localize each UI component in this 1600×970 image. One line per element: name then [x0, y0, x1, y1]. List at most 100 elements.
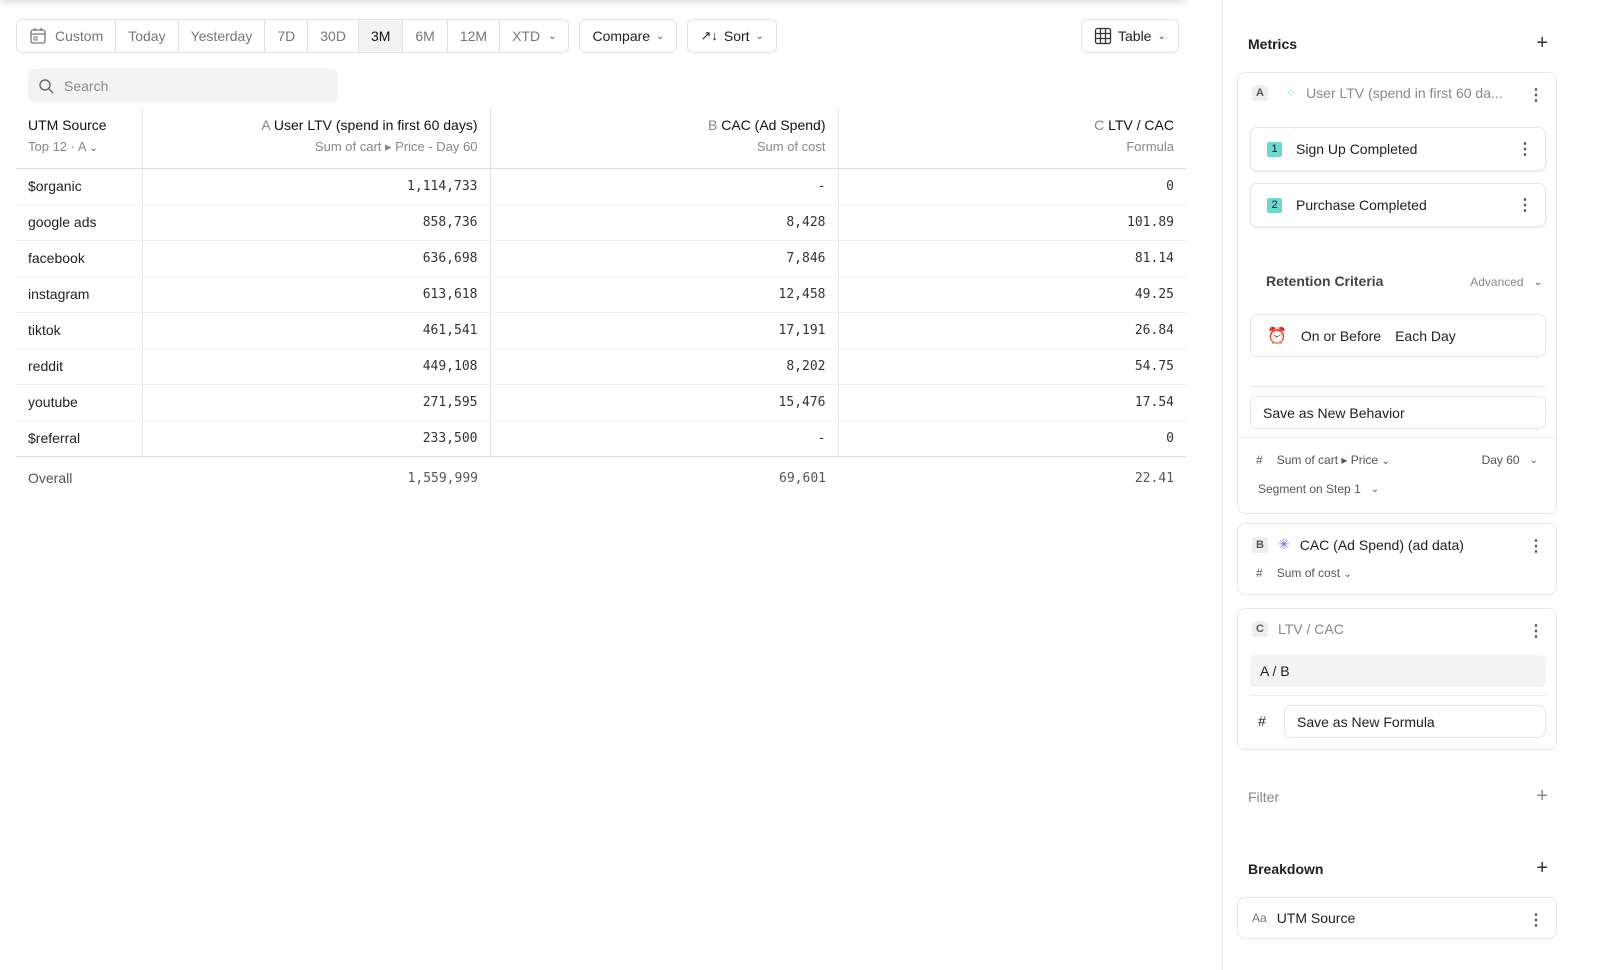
date-6m[interactable]: 6M — [403, 20, 448, 52]
segment-label: Segment on Step 1 — [1258, 482, 1361, 496]
numeric-icon: # — [1256, 453, 1263, 467]
row-label: google ads — [16, 204, 142, 241]
row-label: reddit — [16, 348, 142, 385]
date-xtd[interactable]: XTD ⌄ — [500, 20, 568, 52]
sort-icon: ↗↓ — [700, 28, 718, 43]
xtd-label: XTD — [512, 28, 541, 44]
measure-dropdown[interactable]: Sum of cost ⌄ — [1277, 566, 1352, 580]
metric-name[interactable]: CAC (Ad Spend) (ad data) — [1299, 536, 1464, 553]
chevron-down-icon: ⌄ — [1533, 276, 1542, 288]
retention-icon: ⁘ — [1286, 86, 1297, 100]
table-cell: 81.14 — [837, 240, 1186, 277]
filter-title: Filter — [1248, 789, 1280, 805]
chevron-down-icon: ⌄ — [89, 143, 98, 154]
metric-name[interactable]: User LTV (spend in first 60 da... — [1306, 85, 1503, 101]
table-cell: 636,698 — [141, 240, 490, 277]
table-cell: 54.75 — [837, 348, 1186, 385]
top-n-label: Top 12 · A — [28, 139, 86, 154]
search-input[interactable]: Search — [28, 69, 338, 102]
add-breakdown-icon[interactable]: + — [1536, 857, 1548, 879]
more-options-icon[interactable]: ⋮ — [1517, 141, 1533, 158]
view-label: Table — [1118, 28, 1152, 44]
column-header-b[interactable]: B CAC (Ad Spend) Sum of cost — [489, 107, 838, 169]
compare-label: Compare — [592, 28, 651, 44]
measure-dropdown[interactable]: Sum of cart ▸ Price ⌄ — [1277, 453, 1390, 467]
overall-label: Overall — [28, 470, 73, 487]
metric-card-b: B ✳ CAC (Ad Spend) (ad data) ⋮ # Sum of cos… — [1237, 523, 1557, 595]
table-row[interactable]: youtube 271,595 15,476 17.54 — [16, 384, 1186, 421]
column-title: User LTV (spend in first 60 days) — [273, 117, 478, 133]
segment-dropdown[interactable]: Segment on Step 1 ⌄ — [1258, 482, 1379, 496]
table-cell: 461,541 — [141, 312, 490, 349]
separator — [1250, 695, 1546, 696]
compare-button[interactable]: Compare ⌄ — [579, 19, 678, 53]
day-dropdown[interactable]: Day 60 ⌄ — [1482, 453, 1538, 467]
column-header-c[interactable]: C LTV / CAC Formula — [837, 107, 1186, 169]
search-placeholder: Search — [64, 77, 109, 94]
chevron-down-icon: ⌄ — [1529, 454, 1538, 466]
chevron-down-icon: ⌄ — [548, 30, 557, 42]
sort-button[interactable]: ↗↓ Sort ⌄ — [687, 19, 777, 53]
date-12m[interactable]: 12M — [448, 20, 501, 52]
table-row[interactable]: instagram 613,618 12,458 49.25 — [16, 276, 1186, 313]
table-cell: 8,428 — [489, 204, 838, 241]
column-letter: B — [707, 117, 718, 133]
numeric-icon: # — [1256, 566, 1263, 580]
column-title: UTM Source — [28, 117, 107, 133]
more-options-icon[interactable]: ⋮ — [1528, 912, 1544, 929]
more-options-icon[interactable]: ⋮ — [1528, 538, 1544, 555]
sort-label: Sort — [723, 28, 750, 44]
table-cell: 0 — [837, 420, 1186, 457]
metrics-title: Metrics — [1248, 36, 1298, 52]
column-subtitle: Sum of cart ▸ Price - Day 60 — [314, 139, 478, 154]
save-as-new-behavior-button[interactable]: Save as New Behavior — [1250, 396, 1546, 429]
column-header-utm-source[interactable]: UTM Source Top 12 · A ⌄ — [16, 107, 142, 169]
formula-input[interactable]: A / B — [1250, 655, 1546, 687]
date-30d[interactable]: 30D — [308, 20, 359, 52]
view-type-button[interactable]: Table ⌄ — [1081, 19, 1179, 53]
step-1[interactable]: 1 Sign Up Completed ⋮ — [1250, 127, 1546, 171]
chevron-down-icon: ⌄ — [1370, 483, 1380, 495]
row-label: instagram — [16, 276, 142, 313]
table-row[interactable]: reddit 449,108 8,202 54.75 — [16, 348, 1186, 385]
on-or-before[interactable]: On or Before — [1300, 327, 1382, 344]
top-n-selector[interactable]: Top 12 · A ⌄ — [28, 139, 130, 154]
table-cell: 613,618 — [141, 276, 490, 313]
date-range-selector: Custom Today Yesterday 7D 30D 3M 6M 12M … — [16, 19, 570, 53]
more-options-icon[interactable]: ⋮ — [1528, 623, 1544, 640]
date-custom[interactable]: Custom — [17, 20, 117, 52]
more-options-icon[interactable]: ⋮ — [1528, 87, 1544, 104]
add-metric-icon[interactable]: + — [1536, 32, 1548, 54]
add-filter-icon[interactable]: + — [1536, 785, 1548, 807]
table-cell: 17,191 — [489, 312, 838, 349]
metric-name[interactable]: LTV / CAC — [1278, 621, 1344, 637]
each-day[interactable]: Each Day — [1395, 327, 1456, 344]
date-7d[interactable]: 7D — [265, 20, 309, 52]
separator — [1250, 386, 1546, 387]
column-title: LTV / CAC — [1108, 117, 1174, 133]
table-cell: 449,108 — [141, 348, 490, 385]
table-row[interactable]: $organic 1,114,733-0 — [16, 168, 1186, 205]
table-cell: 8,202 — [489, 348, 838, 385]
breakdown-item[interactable]: Aa UTM Source ⋮ — [1237, 897, 1557, 939]
table-row[interactable]: google ads 858,736 8,428 101.89 — [16, 204, 1186, 241]
date-yesterday[interactable]: Yesterday — [179, 20, 266, 52]
table-row[interactable]: facebook 636,698 7,846 81.14 — [16, 240, 1186, 277]
table-row[interactable]: $referral 233,500-0 — [16, 420, 1186, 457]
day-label: Day 60 — [1481, 453, 1520, 467]
table-row[interactable]: tiktok 461,541 17,191 26.84 — [16, 312, 1186, 349]
metric-letter: C — [1252, 621, 1268, 637]
separator — [1238, 437, 1556, 438]
date-today[interactable]: Today — [116, 20, 179, 52]
advanced-dropdown[interactable]: Advanced ⌄ — [1470, 275, 1542, 289]
column-header-a[interactable]: A User LTV (spend in first 60 days) Sum o… — [141, 107, 490, 169]
step-2[interactable]: 2 Purchase Completed ⋮ — [1250, 183, 1546, 227]
column-subtitle: Sum of cost — [756, 139, 826, 154]
filter-header: Filter + — [1248, 785, 1548, 807]
more-options-icon[interactable]: ⋮ — [1517, 197, 1533, 214]
date-3m[interactable]: 3M — [358, 20, 404, 52]
retention-criteria-selector[interactable]: ⏰ On or Before Each Day — [1250, 314, 1546, 357]
chevron-down-icon: ⌄ — [1157, 30, 1166, 42]
save-as-new-formula-button[interactable]: Save as New Formula — [1284, 705, 1546, 738]
